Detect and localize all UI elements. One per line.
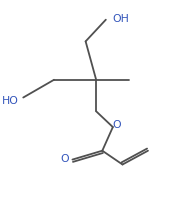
Text: OH: OH <box>113 14 130 24</box>
Text: HO: HO <box>2 97 19 106</box>
Text: O: O <box>61 154 69 164</box>
Text: O: O <box>112 120 121 130</box>
